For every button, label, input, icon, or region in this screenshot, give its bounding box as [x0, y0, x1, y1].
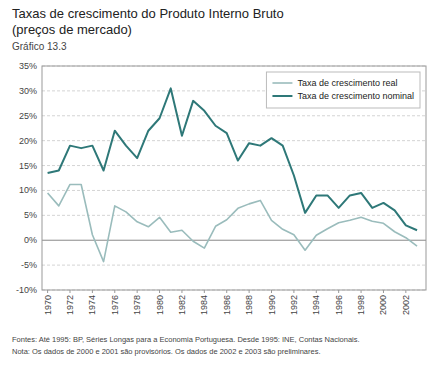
legend-box	[266, 72, 420, 108]
x-tick-label: 1976	[110, 295, 120, 315]
grid-line	[42, 190, 426, 191]
legend-swatch	[272, 82, 292, 84]
legend-swatch	[272, 95, 292, 97]
x-tick-label: 1992	[289, 295, 299, 315]
grid-line	[42, 115, 426, 116]
x-tick-label: 1988	[244, 295, 254, 315]
x-tick	[137, 290, 138, 293]
title: (preços de mercado)	[12, 22, 132, 37]
x-tick	[293, 290, 294, 293]
x-tick	[47, 290, 48, 293]
x-tick-label: 1986	[222, 295, 232, 315]
y-tick-label: 35%	[19, 61, 37, 71]
y-tick-label: 20%	[19, 136, 37, 146]
series-line	[48, 88, 417, 230]
x-tick-label: 2000	[378, 295, 388, 315]
grid-line	[42, 165, 426, 166]
x-tick	[69, 290, 70, 293]
y-tick-label: 30%	[19, 86, 37, 96]
x-tick	[383, 290, 384, 293]
subtitle: Gráfico 13.3	[12, 41, 67, 52]
x-tick-label: 1978	[132, 295, 142, 315]
x-tick-label: 1996	[334, 295, 344, 315]
x-tick	[226, 290, 227, 293]
grid-line	[42, 140, 426, 141]
lines	[48, 88, 417, 261]
chart: Taxas de crescimento do Produto Interno …	[0, 0, 438, 381]
grid-line	[42, 240, 426, 241]
y-tick-label: 5%	[24, 210, 37, 220]
x-tick	[92, 290, 93, 293]
x-tick	[114, 290, 115, 293]
footnote: Fontes: Até 1995: BP, Séries Longas para…	[12, 335, 360, 344]
legend-label: Taxa de crescimento real	[297, 78, 397, 88]
x-tick-label: 1972	[65, 295, 75, 315]
y-tick-label: 25%	[19, 111, 37, 121]
x-tick	[249, 290, 250, 293]
x-tick-label: 1974	[87, 295, 97, 315]
plot-frame	[42, 66, 426, 290]
x-tick	[204, 290, 205, 293]
x-tick-label: 2002	[401, 295, 411, 315]
grid-line	[42, 215, 426, 216]
grid	[42, 66, 426, 290]
x-tick	[405, 290, 406, 293]
y-tick-label: 15%	[19, 161, 37, 171]
x-tick	[316, 290, 317, 293]
x-tick	[361, 290, 362, 293]
legend-label: Taxa de crescimento nominal	[297, 91, 414, 101]
x-tick-label: 1984	[199, 295, 209, 315]
x-tick-label: 1994	[311, 295, 321, 315]
grid-line	[42, 265, 426, 266]
title: Taxas de crescimento do Produto Interno …	[12, 6, 284, 21]
y-tick-label: -10%	[16, 285, 37, 295]
x-tick-label: 1998	[356, 295, 366, 315]
x-tick-label: 1990	[267, 295, 277, 315]
footnote: Nota: Os dados de 2000 e 2001 são provis…	[12, 347, 321, 356]
series-line	[48, 184, 417, 261]
x-tick	[181, 290, 182, 293]
x-tick-label: 1982	[177, 295, 187, 315]
x-tick-label: 1970	[43, 295, 53, 315]
legend: Taxa de crescimento real Taxa de crescime…	[266, 72, 420, 108]
x-tick	[271, 290, 272, 293]
y-tick-label: 10%	[19, 185, 37, 195]
x-tick	[159, 290, 160, 293]
x-tick	[338, 290, 339, 293]
y-tick-label: -5%	[21, 260, 37, 270]
x-tick-label: 1980	[155, 295, 165, 315]
y-tick-label: 0%	[24, 235, 37, 245]
